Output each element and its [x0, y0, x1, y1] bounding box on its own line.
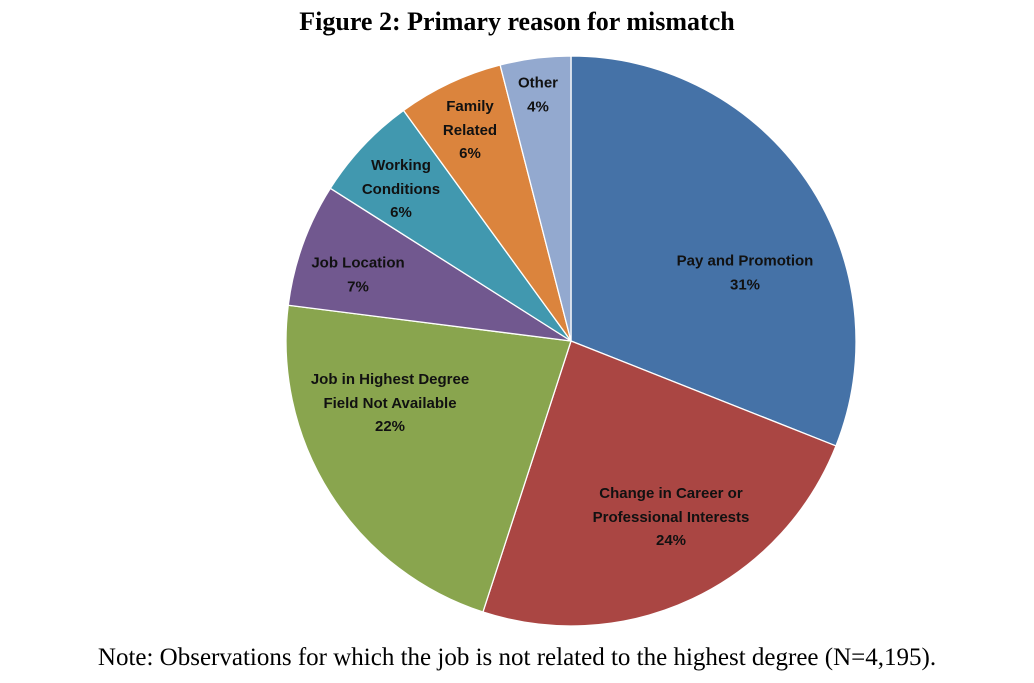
pie-slice-pay-and-promotion: [570, 55, 857, 447]
data-label: 31%: [729, 276, 761, 293]
data-label: 6%: [459, 144, 481, 162]
data-label: 6%: [390, 203, 412, 221]
pie-slice-job-location: [287, 187, 572, 342]
pie-slice-job-in-highest-degree-field-not-available: [285, 304, 572, 613]
category-label: Working Conditions: [361, 156, 441, 198]
data-label: 24%: [655, 531, 687, 549]
pie-slice-change-in-career-or-professional-interests: [482, 340, 837, 627]
slice-label-change-in-career: Change in Career or Professional Interes…: [593, 482, 750, 553]
slice-label-family-related: Family Related 6%: [443, 95, 497, 166]
data-label: 22%: [374, 417, 406, 435]
slice-label-other: Other 4%: [518, 72, 558, 119]
slice-label-working-conditions: Working Conditions 6%: [362, 154, 440, 225]
chart-title: Figure 2: Primary reason for mismatch: [299, 7, 735, 36]
pie-slice-other: [499, 55, 572, 342]
data-label: 7%: [347, 278, 369, 295]
category-label: Other: [517, 74, 559, 92]
data-label: 4%: [527, 98, 549, 115]
category-label: Pay and Promotion: [676, 252, 814, 270]
slice-label-job-location: Job Location 7%: [311, 252, 404, 299]
category-label: Job in Highest Degree Field Not Availabl…: [310, 370, 470, 412]
category-label: Job Location: [311, 254, 405, 272]
slice-label-pay-and-promotion: Pay and Promotion 31%: [677, 250, 814, 297]
figure-note: Note: Observations for which the job is …: [97, 644, 937, 671]
category-label: Change in Career or Professional Interes…: [592, 484, 750, 526]
slice-label-job-in-highest-degree: Job in Highest Degree Field Not Availabl…: [311, 368, 469, 439]
category-label: Family Related: [442, 97, 498, 139]
